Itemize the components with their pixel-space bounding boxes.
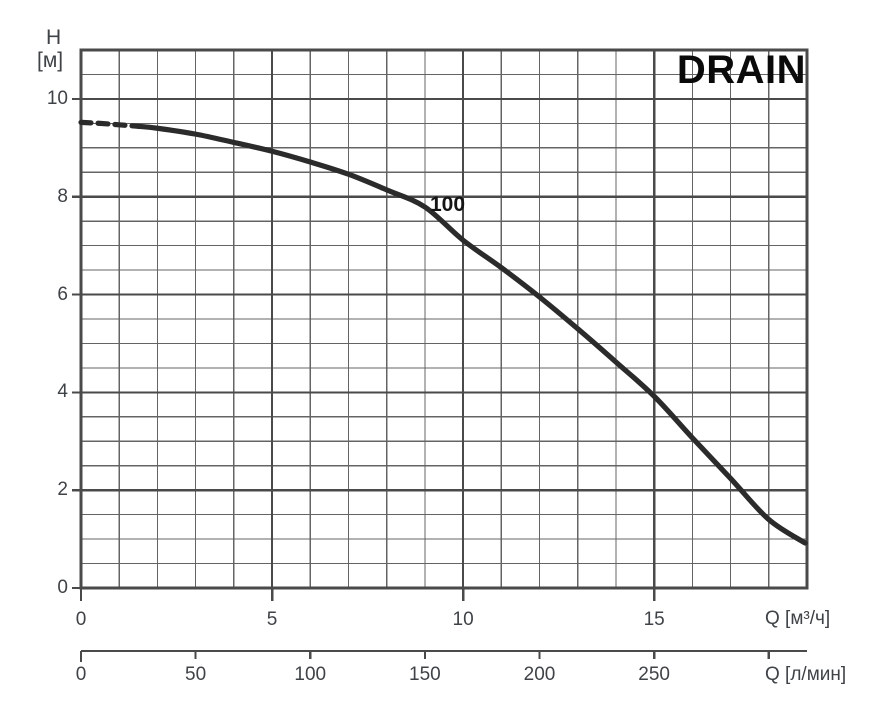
y-tick-label: 6 <box>57 283 68 305</box>
chart-title: DRAIN <box>676 48 806 92</box>
y-tick-label: 8 <box>57 185 68 207</box>
x-tick-label-m3h: 0 <box>75 609 87 630</box>
curve-label-100: 100 <box>430 193 466 216</box>
x-tick-label-m3h: 5 <box>266 609 278 630</box>
x-tick-label-lmin: 100 <box>294 664 327 685</box>
y-tick-label: 0 <box>57 577 68 598</box>
y-tick-label: 4 <box>57 381 68 403</box>
y-tick-label: 10 <box>46 87 68 109</box>
x-tick-label-lmin: 150 <box>409 664 441 685</box>
pump-curve <box>135 123 808 546</box>
x-tick-label-lmin: 250 <box>638 664 670 685</box>
y-axis-name: H <box>46 26 62 49</box>
pump-curve-dashed-segment <box>78 119 141 129</box>
x-tick-label-m3h: 10 <box>452 609 474 630</box>
y-tick-label: 2 <box>57 479 68 501</box>
x-tick-label-lmin: 50 <box>185 664 207 685</box>
x-axis-unit-lmin: Q [л/мин] <box>765 664 847 685</box>
x-axis-unit-m3h: Q [м³/ч] <box>765 608 831 629</box>
x-tick-label-lmin: 0 <box>75 664 87 685</box>
x-tick-label-m3h: 15 <box>643 609 665 630</box>
x-tick-label-lmin: 200 <box>523 664 556 685</box>
y-axis-unit: [м] <box>37 49 64 72</box>
